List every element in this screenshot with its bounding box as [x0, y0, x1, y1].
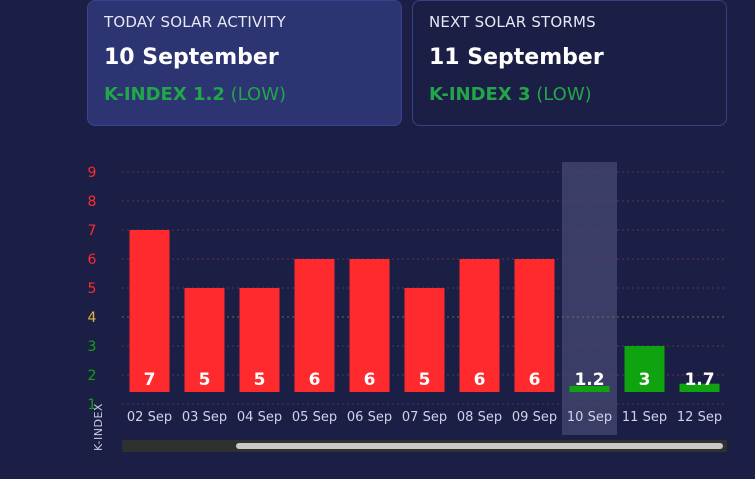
y-tick-label: 1 [88, 397, 97, 413]
bar-value-label: 5 [419, 370, 431, 390]
next-kindex: K-INDEX 3 (LOW) [429, 84, 710, 105]
bar [624, 346, 665, 392]
today-kindex: K-INDEX 1.2 (LOW) [104, 84, 385, 105]
bar-value-label: 6 [529, 370, 541, 390]
y-tick-label: 5 [88, 281, 97, 297]
bar-value-label: 6 [309, 370, 321, 390]
next-kindex-value: K-INDEX 3 [429, 84, 531, 105]
highlight-column [562, 162, 617, 435]
bar-value-label: 1.2 [574, 370, 604, 390]
bar [459, 259, 500, 392]
today-kindex-level: (LOW) [230, 84, 287, 105]
today-kindex-value: K-INDEX 1.2 [104, 84, 225, 105]
bar-value-label: 6 [474, 370, 486, 390]
x-tick-label: 09 Sep [512, 410, 557, 425]
bar [404, 288, 445, 392]
y-tick-label: 4 [88, 310, 97, 326]
x-tick-label: 04 Sep [237, 410, 282, 425]
y-axis-label: K-INDEX [92, 403, 105, 451]
next-storms-date: 11 September [429, 45, 604, 70]
y-tick-label: 9 [88, 165, 97, 181]
x-tick-label: 03 Sep [182, 410, 227, 425]
x-tick-label: 05 Sep [292, 410, 337, 425]
bar-value-label: 5 [199, 370, 211, 390]
bar-value-label: 3 [639, 370, 651, 390]
y-tick-label: 3 [88, 339, 97, 355]
today-date: 10 September [104, 45, 279, 70]
bar [514, 259, 555, 392]
x-tick-label: 07 Sep [402, 410, 447, 425]
x-tick-label: 02 Sep [127, 410, 172, 425]
kindex-bar-chart: 1 2 3 4 5 6 7 8 9 7 02 Sep 5 03 Sep 5 04 Sep 6 05 Sep 6 06… [88, 162, 727, 435]
today-activity-card[interactable]: TODAY SOLAR ACTIVITY 10 September K-INDE… [87, 0, 402, 126]
bar [239, 288, 280, 392]
x-tick-label: 06 Sep [347, 410, 392, 425]
bar [184, 288, 225, 392]
chart-scrollbar[interactable] [122, 440, 727, 452]
x-tick-label: 11 Sep [622, 410, 667, 425]
y-tick-label: 7 [88, 223, 97, 239]
bar-value-label: 7 [144, 370, 156, 390]
bar-value-label: 6 [364, 370, 376, 390]
bar [569, 386, 610, 392]
bar [294, 259, 335, 392]
bar [679, 383, 720, 392]
chart-scrollbar-thumb[interactable] [236, 443, 723, 449]
next-kindex-level: (LOW) [536, 84, 592, 105]
today-activity-label: TODAY SOLAR ACTIVITY [104, 13, 286, 31]
y-tick-label: 2 [88, 368, 97, 384]
y-tick-label: 8 [88, 194, 97, 210]
bar-value-label: 1.7 [684, 370, 714, 390]
next-storms-label: NEXT SOLAR STORMS [429, 13, 596, 31]
next-storms-card[interactable]: NEXT SOLAR STORMS 11 September K-INDEX 3… [412, 0, 727, 126]
bar-value-label: 5 [254, 370, 266, 390]
x-tick-label: 12 Sep [677, 410, 722, 425]
x-tick-label: 10 Sep [567, 410, 612, 425]
y-tick-label: 6 [88, 252, 97, 268]
x-tick-label: 08 Sep [457, 410, 502, 425]
bar [129, 230, 170, 392]
bar [349, 259, 390, 392]
